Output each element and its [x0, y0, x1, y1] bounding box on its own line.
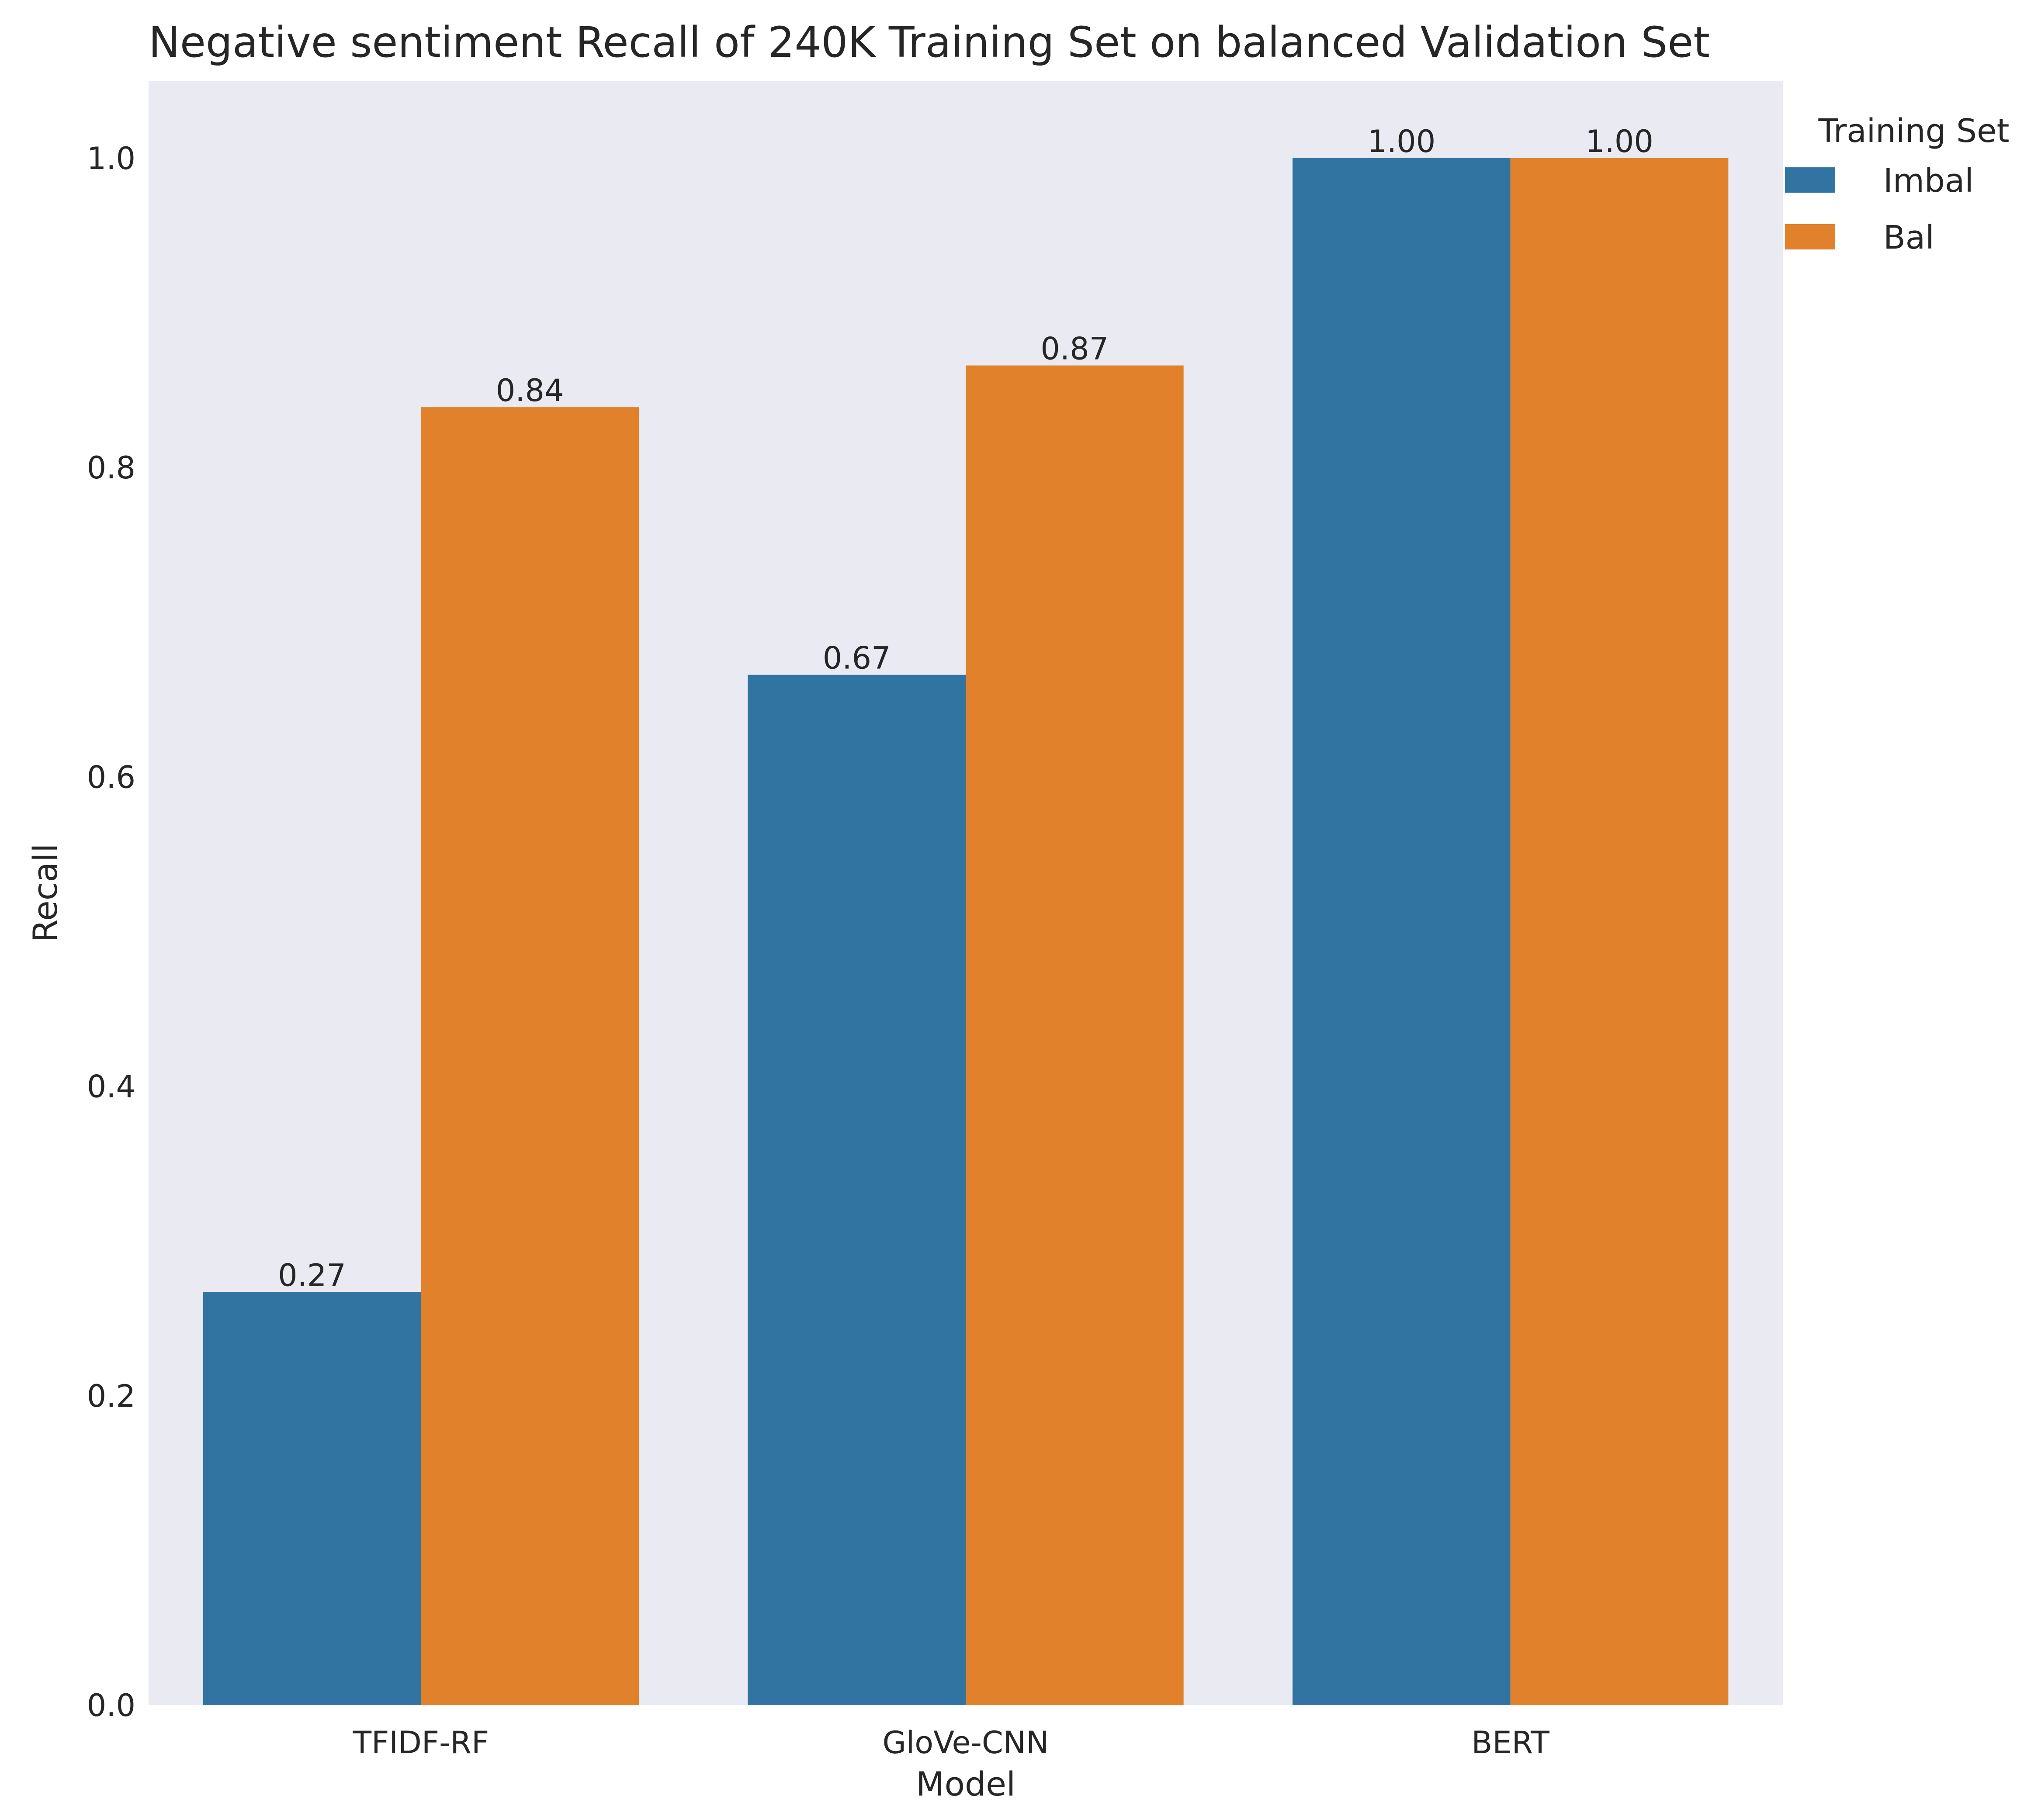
bar-imbal-glove-cnn	[748, 675, 966, 1706]
x-tick-label: GloVe-CNN	[883, 1725, 1049, 1761]
legend-label-imbal: Imbal	[1883, 162, 1974, 200]
y-axis-ticks: 0.0 0.2 0.4 0.6 0.8 1.0	[87, 141, 135, 1723]
value-label-imbal-bert: 1.00	[1367, 124, 1435, 159]
y-tick-label: 1.0	[87, 141, 135, 176]
legend-title: Training Set	[1818, 112, 2009, 150]
y-tick-label: 0.8	[87, 450, 135, 486]
bars-group	[203, 158, 1729, 1706]
value-label-imbal-tfidf-rf: 0.27	[278, 1258, 346, 1294]
x-tick-label: TFIDF-RF	[352, 1725, 489, 1761]
legend-swatch-bal	[1785, 224, 1835, 249]
bar-bal-bert	[1510, 158, 1729, 1705]
x-tick-label: BERT	[1471, 1725, 1549, 1761]
legend-label-bal: Bal	[1883, 219, 1934, 256]
y-axis-label: Recall	[26, 844, 65, 943]
value-label-imbal-glove-cnn: 0.67	[823, 640, 891, 676]
bar-imbal-tfidf-rf	[203, 1292, 421, 1705]
bar-imbal-bert	[1293, 158, 1511, 1705]
value-labels-group: 0.27 0.84 0.67 0.87 1.00 1.00	[278, 124, 1653, 1294]
bar-bal-glove-cnn	[966, 365, 1184, 1706]
legend: Training Set Imbal Bal	[1785, 112, 2010, 256]
y-tick-label: 0.4	[87, 1069, 135, 1105]
legend-swatch-imbal	[1785, 167, 1835, 193]
value-label-bal-tfidf-rf: 0.84	[496, 373, 564, 408]
bar-bal-tfidf-rf	[421, 407, 639, 1706]
y-tick-label: 0.6	[87, 759, 135, 795]
x-axis-ticks: TFIDF-RF GloVe-CNN BERT	[352, 1725, 1549, 1761]
y-tick-label: 0.2	[87, 1378, 135, 1414]
x-axis-label: Model	[916, 1765, 1015, 1803]
value-label-bal-bert: 1.00	[1585, 124, 1653, 159]
y-tick-label: 0.0	[87, 1688, 135, 1723]
chart-title: Negative sentiment Recall of 240K Traini…	[149, 18, 1710, 67]
value-label-bal-glove-cnn: 0.87	[1040, 331, 1109, 367]
